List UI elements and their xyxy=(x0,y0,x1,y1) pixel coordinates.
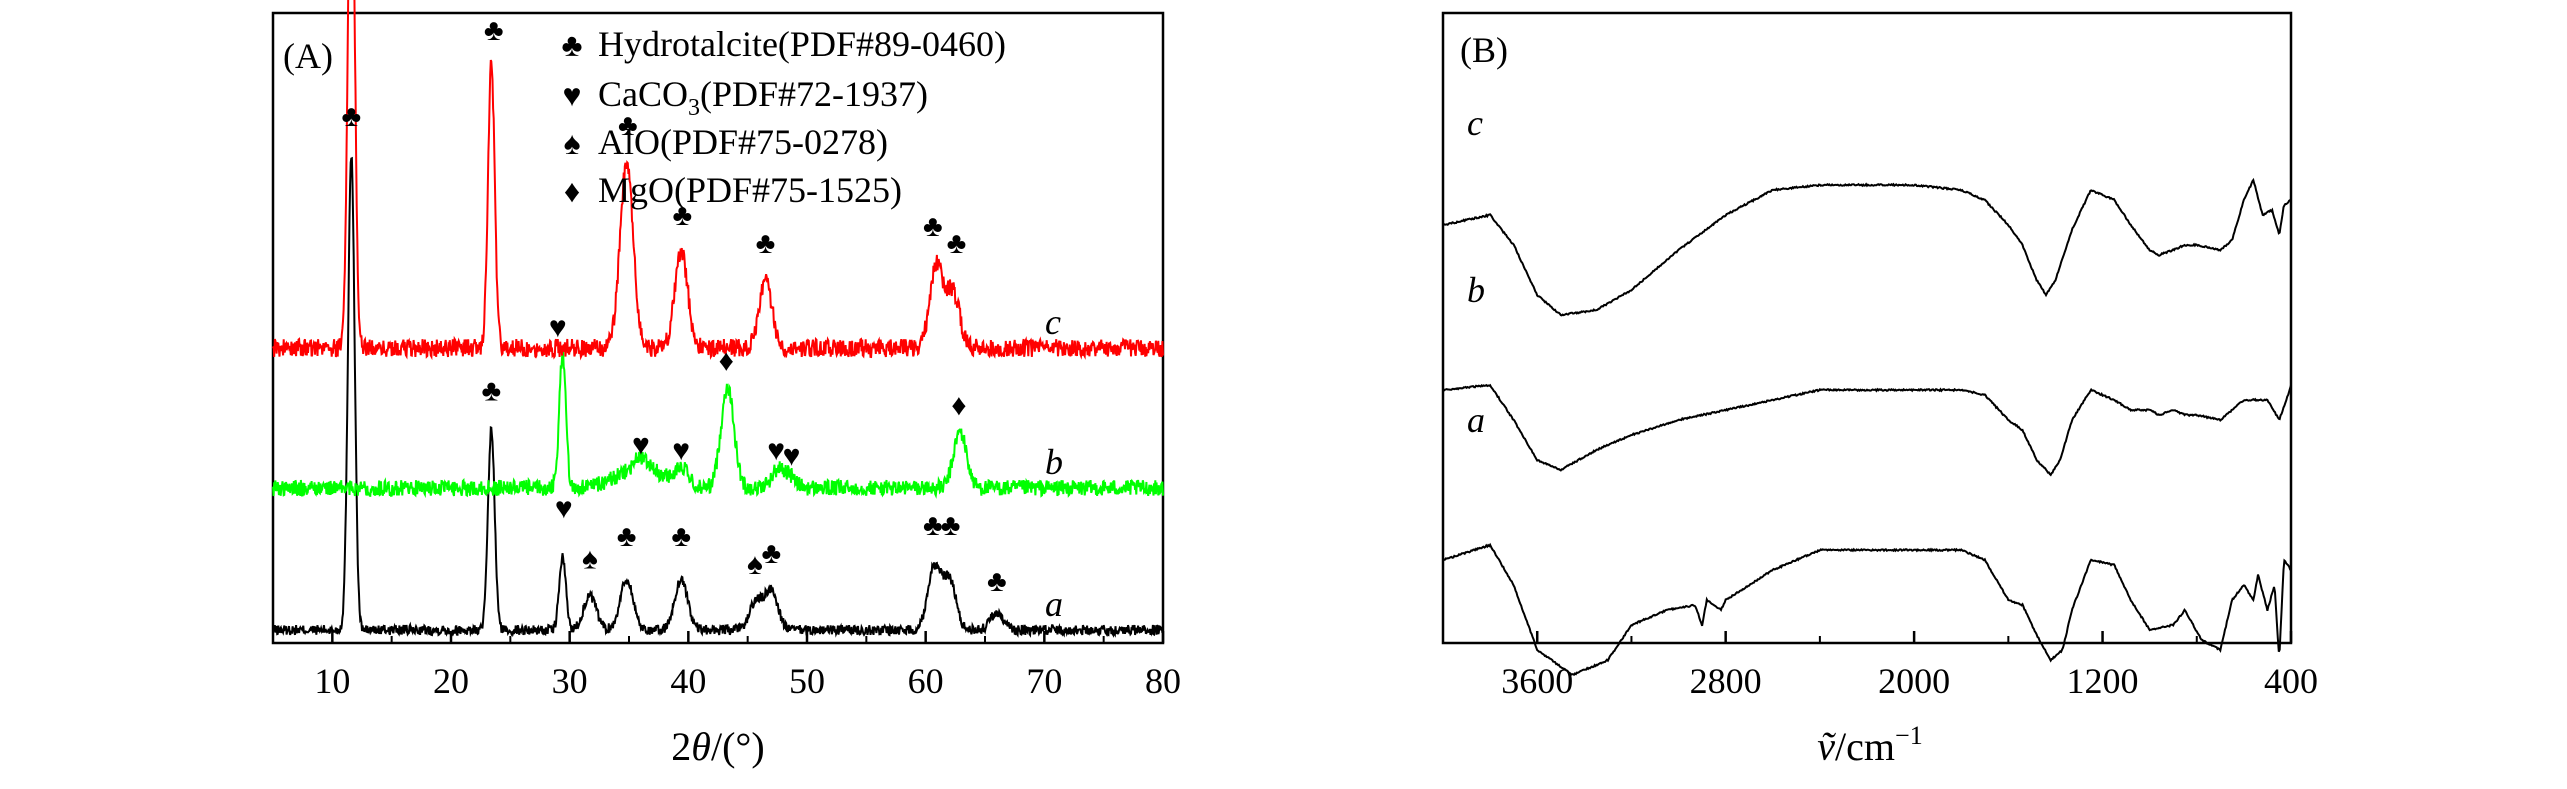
x-tick-label-2800: 2800 xyxy=(1690,661,1762,701)
x-tick-label-1200: 1200 xyxy=(2067,661,2139,701)
panel-b-label: (B) xyxy=(1460,30,1508,70)
series-b-xrd-line xyxy=(272,349,1164,499)
x-tick-label-80: 80 xyxy=(1145,661,1181,701)
legend-entry-text: Hydrotalcite(PDF#89-0460) xyxy=(598,24,1006,64)
peak-marker-c: ♣ xyxy=(947,227,967,260)
peak-marker-c: ♣ xyxy=(673,199,693,232)
x-tick-label-20: 20 xyxy=(433,661,469,701)
x-tick-label-400: 400 xyxy=(2264,661,2318,701)
panel-b-x-axis: 3600 2800 2000 1200 400 xyxy=(1501,631,2318,701)
panel-a-legend: ♣ Hydrotalcite(PDF#89-0460) ♥ CaCO3(PDF#72-… xyxy=(562,24,1006,210)
panel-a-xrd-chart: 10 20 30 40 50 60 70 80 abc ♣♣♥♠♣ ♣♠♣♣♣♣♥♥ ♥♦♥♥♦♣… xyxy=(271,0,1181,769)
peak-marker-a: ♣ xyxy=(923,509,943,542)
peak-marker-a: ♣ xyxy=(341,100,361,133)
x-title-prefix: 2 xyxy=(671,724,691,769)
series-b-ir-line xyxy=(1442,383,2292,477)
peak-marker-a: ♣ xyxy=(671,520,691,553)
x-title-unit: /(°) xyxy=(711,724,765,769)
peak-marker-a: ♣ xyxy=(987,565,1007,598)
x-tick-label-30: 30 xyxy=(552,661,588,701)
panel-b-ir-chart: 3600 2800 2000 1200 400 abc (B) ṽ/cm−1 xyxy=(1441,11,2318,769)
peak-marker-a: ♥ xyxy=(555,492,573,525)
peak-marker-a: ♠ xyxy=(582,542,598,575)
peak-marker-c: ♣ xyxy=(484,14,504,47)
series-c-ir-line xyxy=(1442,177,2292,317)
x-tick-label-40: 40 xyxy=(670,661,706,701)
peak-marker-a: ♠ xyxy=(747,548,763,581)
legend-entry-text: MgO(PDF#75-1525) xyxy=(598,170,902,210)
series-label-b: b xyxy=(1467,270,1485,310)
x-tick-label-2000: 2000 xyxy=(1878,661,1950,701)
legend-text-subscript: 3 xyxy=(688,95,700,121)
peak-marker-c: ♣ xyxy=(923,210,943,243)
series-label-a: a xyxy=(1045,584,1063,624)
x-title-nu: ṽ xyxy=(1817,724,1836,769)
x-title-exponent: −1 xyxy=(1895,721,1923,750)
series-label-a: a xyxy=(1467,400,1485,440)
x-tick-label-10: 10 xyxy=(314,661,350,701)
x-tick-label-50: 50 xyxy=(789,661,825,701)
series-c-xrd-line xyxy=(272,0,1164,361)
club-icon: ♣ xyxy=(562,27,583,63)
peak-marker-b: ♦ xyxy=(951,389,966,422)
series-label-c: c xyxy=(1467,103,1483,143)
legend-entry-text: AlO(PDF#75-0278) xyxy=(598,122,888,162)
panel-a-x-axis: 10 20 30 40 50 60 70 80 xyxy=(272,631,1181,701)
series-a-xrd-line xyxy=(272,156,1164,638)
peak-marker-a: ♣ xyxy=(617,520,637,553)
peak-marker-b: ♥ xyxy=(767,434,785,467)
legend-text-tail: (PDF#72-1937) xyxy=(700,74,928,114)
peak-marker-c: ♣ xyxy=(756,227,776,260)
panel-b-x-axis-title: ṽ/cm−1 xyxy=(1817,721,1922,769)
panel-b-plot-frame xyxy=(1441,11,2293,645)
panel-a-series-group: a b c xyxy=(272,0,1164,638)
peak-marker-b: ♦ xyxy=(719,344,734,377)
legend-entry-text: CaCO3(PDF#72-1937) xyxy=(598,74,928,121)
peak-marker-a: ♣ xyxy=(482,374,502,407)
panel-a-label: (A) xyxy=(283,36,333,76)
panel-a-peak-markers: ♣♣♥♠♣♣♠♣♣♣♣♥♥♥♦♥♥♦♣♣♣♣♣♣♣ xyxy=(341,14,1007,598)
diamond-icon: ♦ xyxy=(564,173,580,209)
panel-a-x-axis-title: 2θ/(°) xyxy=(671,724,764,769)
x-title-theta: θ xyxy=(691,724,711,769)
peak-marker-b: ♥ xyxy=(549,311,567,344)
peak-marker-a: ♣ xyxy=(762,537,782,570)
panel-a-plot-frame xyxy=(271,11,1165,645)
peak-marker-b: ♥ xyxy=(632,428,650,461)
panel-b-series-group: a b c xyxy=(1442,103,2292,677)
legend-text-main: CaCO xyxy=(598,74,688,114)
x-tick-label-60: 60 xyxy=(908,661,944,701)
x-tick-label-70: 70 xyxy=(1026,661,1062,701)
series-label-c: c xyxy=(1045,302,1061,342)
peak-marker-a: ♣ xyxy=(941,509,961,542)
series-a-ir-line xyxy=(1442,542,2292,677)
x-title-unit: /cm xyxy=(1835,724,1895,769)
peak-marker-b: ♥ xyxy=(672,434,690,467)
peak-marker-c: ♣ xyxy=(618,109,638,142)
spade-icon: ♠ xyxy=(564,125,581,161)
heart-icon: ♥ xyxy=(563,77,582,113)
peak-marker-b: ♥ xyxy=(783,440,801,473)
series-label-b: b xyxy=(1045,442,1063,482)
